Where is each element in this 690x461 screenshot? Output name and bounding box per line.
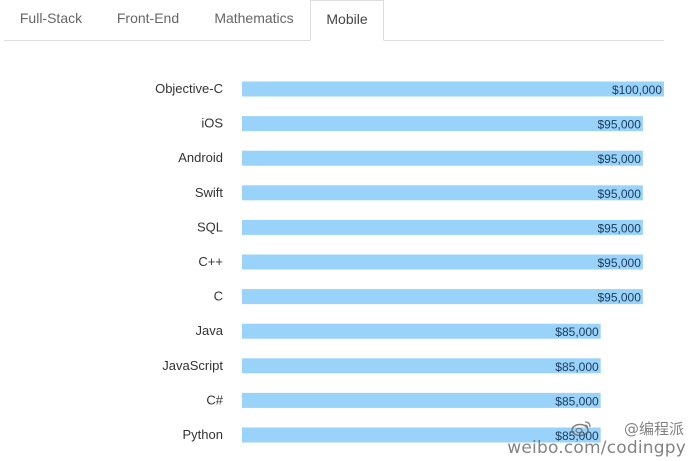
bar	[242, 185, 643, 201]
watermark-url: weibo.com/codingpy	[507, 438, 686, 458]
value-label: $95,000	[598, 256, 642, 270]
bar	[242, 81, 664, 97]
weibo-icon	[571, 421, 591, 437]
bar	[242, 116, 643, 132]
value-label: $85,000	[555, 394, 599, 408]
value-label: $95,000	[598, 291, 642, 305]
value-label: $95,000	[598, 118, 642, 132]
watermark-handle: @编程派	[623, 420, 684, 438]
bar	[242, 427, 601, 443]
category-label: JavaScript	[162, 358, 223, 373]
value-label: $95,000	[598, 187, 642, 201]
tab-front-end[interactable]: Front-End	[116, 10, 180, 26]
bar	[242, 254, 643, 270]
category-label: C	[214, 289, 223, 304]
tab-mobile[interactable]: Mobile	[310, 0, 384, 41]
category-label: Python	[183, 427, 223, 442]
watermark: @编程派 weibo.com/codingpy	[498, 418, 686, 458]
value-label: $85,000	[555, 360, 599, 374]
category-label: Android	[178, 150, 223, 165]
bar	[242, 358, 601, 374]
bar	[242, 289, 643, 305]
category-label: C++	[198, 254, 223, 269]
category-label: Swift	[195, 185, 224, 200]
bar	[242, 219, 643, 235]
category-label: SQL	[197, 219, 223, 234]
tab-bar: Full-Stack Front-End Mathematics Mobile	[4, 0, 664, 41]
value-label: $85,000	[555, 429, 599, 443]
category-label: iOS	[201, 116, 223, 131]
category-label: Java	[196, 323, 224, 338]
bar	[242, 392, 601, 408]
value-label: $100,000	[612, 83, 662, 97]
value-label: $95,000	[598, 221, 642, 235]
tab-full-stack[interactable]: Full-Stack	[19, 10, 83, 26]
tab-mathematics[interactable]: Mathematics	[214, 10, 294, 26]
bar	[242, 150, 643, 166]
category-label: C#	[206, 392, 223, 407]
value-label: $95,000	[598, 152, 642, 166]
value-label: $85,000	[555, 325, 599, 339]
category-label: Objective-C	[155, 81, 223, 96]
bar	[242, 323, 601, 339]
